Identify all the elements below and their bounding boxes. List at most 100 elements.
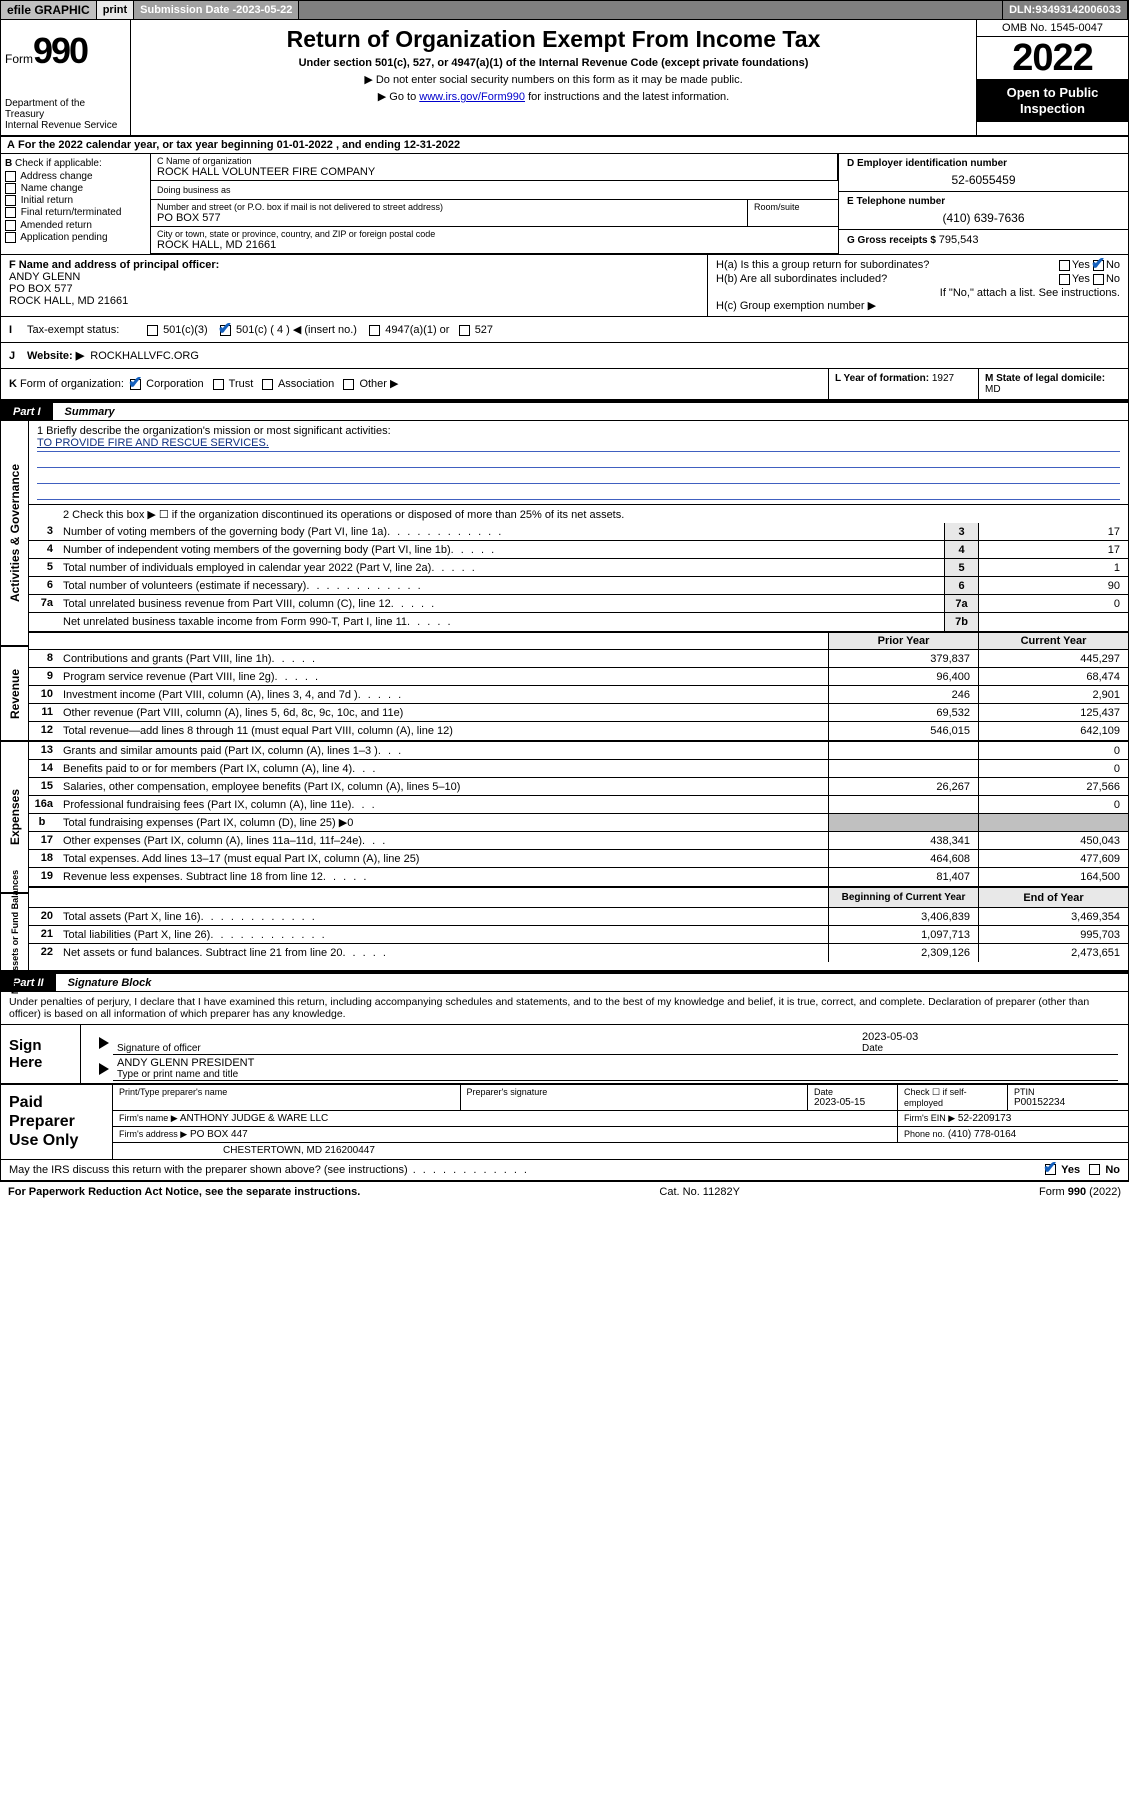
- vlabel-activities: Activities & Governance: [1, 421, 29, 647]
- summary-body: Activities & Governance Revenue Expenses…: [0, 421, 1129, 972]
- line-k-label: Form of organization:: [20, 378, 124, 390]
- part-2-header: Part II Signature Block: [0, 972, 1129, 992]
- chk-initial-return[interactable]: Initial return: [5, 195, 146, 206]
- box-h: H(a) Is this a group return for subordin…: [708, 255, 1128, 316]
- form-subtitle-3: ▶ Go to www.irs.gov/Form990 for instruct…: [141, 90, 966, 103]
- yearline-begin: 01-01-2022: [277, 139, 333, 151]
- chk-4947[interactable]: [369, 325, 380, 336]
- line-j-lead: J: [9, 350, 27, 362]
- website-value: ROCKHALLVFC.ORG: [90, 350, 199, 362]
- h-a-yes-checkbox[interactable]: [1059, 260, 1070, 271]
- gross-receipts-label: G Gross receipts $: [847, 235, 939, 246]
- line-a-tax-year: A For the 2022 calendar year, or tax yea…: [0, 137, 1129, 154]
- yearline-pre: For the 2022 calendar year, or tax year …: [18, 139, 277, 151]
- line-k-lead: K: [9, 378, 17, 390]
- vlabel-revenue: Revenue: [1, 647, 29, 742]
- dln-label: DLN:: [1009, 4, 1035, 16]
- line-m: M State of legal domicile:MD: [979, 369, 1128, 399]
- part-1-header: Part I Summary: [0, 401, 1129, 421]
- row-14: 14Benefits paid to or for members (Part …: [29, 760, 1128, 778]
- print-button[interactable]: print: [97, 1, 134, 19]
- address-value: PO BOX 577: [157, 212, 741, 224]
- col-beginning: Beginning of Current Year: [828, 888, 978, 907]
- signature-arrow-icon: [99, 1037, 109, 1049]
- dln-value: 93493142006033: [1035, 4, 1121, 16]
- row-16a: 16aProfessional fundraising fees (Part I…: [29, 796, 1128, 814]
- org-name-cell: C Name of organization ROCK HALL VOLUNTE…: [151, 154, 838, 180]
- irs-label: Internal Revenue Service: [5, 120, 126, 131]
- h-b-no-checkbox[interactable]: [1093, 274, 1104, 285]
- chk-trust[interactable]: [213, 379, 224, 390]
- box-b: B Check if applicable: Address change Na…: [1, 154, 151, 254]
- row-10: 10Investment income (Part VIII, column (…: [29, 686, 1128, 704]
- header-right: OMB No. 1545-0047 2022 Open to Public In…: [976, 20, 1128, 135]
- mission-block: 1 Briefly describe the organization's mi…: [29, 421, 1128, 505]
- row-7a: 7aTotal unrelated business revenue from …: [29, 595, 1128, 613]
- signature-intro: Under penalties of perjury, I declare th…: [0, 992, 1129, 1025]
- h-a-no-checkbox[interactable]: [1093, 260, 1104, 271]
- form-subtitle-1: Under section 501(c), 527, or 4947(a)(1)…: [141, 57, 966, 69]
- goto-post: for instructions and the latest informat…: [525, 91, 729, 103]
- col-current-year: Current Year: [978, 633, 1128, 649]
- row-5: 5Total number of individuals employed in…: [29, 559, 1128, 577]
- room-suite-label: Room/suite: [754, 202, 800, 212]
- page-footer: For Paperwork Reduction Act Notice, see …: [0, 1182, 1129, 1202]
- line-k-l-m: K Form of organization: Corporation Trus…: [0, 369, 1129, 401]
- row-11: 11Other revenue (Part VIII, column (A), …: [29, 704, 1128, 722]
- goto-pre: ▶ Go to: [378, 91, 419, 103]
- line-k: K Form of organization: Corporation Trus…: [1, 369, 828, 399]
- chk-amended-return[interactable]: Amended return: [5, 220, 146, 231]
- top-bar: efile GRAPHIC print Submission Date - 20…: [0, 0, 1129, 20]
- officer-signature-line[interactable]: Signature of officer: [113, 1031, 858, 1055]
- chk-501c[interactable]: [220, 325, 231, 336]
- signature-date-line: 2023-05-03Date: [858, 1031, 1118, 1055]
- row-19: 19Revenue less expenses. Subtract line 1…: [29, 868, 1128, 886]
- line-j-label: Website: ▶: [27, 350, 84, 362]
- chk-application-pending[interactable]: Application pending: [5, 232, 146, 243]
- chk-other[interactable]: [343, 379, 354, 390]
- line-i-lead: I: [9, 324, 27, 336]
- city-label: City or town, state or province, country…: [157, 229, 832, 239]
- info-right-column: D Employer identification number 52-6055…: [838, 154, 1128, 254]
- officer-city: ROCK HALL, MD 21661: [9, 295, 699, 307]
- irs-link[interactable]: www.irs.gov/Form990: [419, 91, 525, 103]
- chk-501c3[interactable]: [147, 325, 158, 336]
- dln: DLN: 93493142006033: [1003, 1, 1128, 19]
- chk-527[interactable]: [459, 325, 470, 336]
- irs-discuss-question: May the IRS discuss this return with the…: [9, 1164, 529, 1176]
- h-a-label: H(a) Is this a group return for subordin…: [716, 259, 929, 271]
- h-c-label: H(c) Group exemption number ▶: [716, 299, 1120, 312]
- address-cell: Number and street (or P.O. box if mail i…: [151, 200, 748, 226]
- part-1-title: Summary: [53, 406, 115, 418]
- chk-corp[interactable]: [130, 379, 141, 390]
- part-2-title: Signature Block: [56, 977, 152, 989]
- tax-year: 2022: [977, 37, 1128, 79]
- name-arrow-icon: [99, 1063, 109, 1075]
- row-6: 6Total number of volunteers (estimate if…: [29, 577, 1128, 595]
- ein-value: 52-6055459: [847, 169, 1120, 187]
- chk-assoc[interactable]: [262, 379, 273, 390]
- discuss-no-checkbox[interactable]: [1089, 1164, 1100, 1175]
- info-grid: B Check if applicable: Address change Na…: [0, 154, 1129, 255]
- f-h-row: F Name and address of principal officer:…: [0, 255, 1129, 317]
- efile-label: efile GRAPHIC: [1, 1, 97, 19]
- chk-final-return[interactable]: Final return/terminated: [5, 207, 146, 218]
- prep-row-2: Firm's name ▶ ANTHONY JUDGE & WARE LLC F…: [113, 1111, 1128, 1127]
- room-suite-cell: Room/suite: [748, 200, 838, 226]
- prep-row-4: CHESTERTOWN, MD 216200447: [113, 1143, 1128, 1158]
- signature-grid: Sign Here Signature of officer 2023-05-0…: [0, 1025, 1129, 1085]
- line-2-discontinued: 2 Check this box ▶ ☐ if the organization…: [59, 505, 1128, 523]
- chk-address-change[interactable]: Address change: [5, 171, 146, 182]
- row-12: 12Total revenue—add lines 8 through 11 (…: [29, 722, 1128, 740]
- discuss-yes-checkbox[interactable]: [1045, 1164, 1056, 1175]
- h-b-note: If "No," attach a list. See instructions…: [716, 287, 1120, 299]
- chk-name-change[interactable]: Name change: [5, 183, 146, 194]
- form-number: 990: [33, 30, 87, 71]
- mission-label: 1 Briefly describe the organization's mi…: [37, 425, 1120, 437]
- row-13: 13Grants and similar amounts paid (Part …: [29, 742, 1128, 760]
- dba-label: Doing business as: [157, 185, 832, 195]
- yearline-mid: , and ending: [333, 139, 404, 151]
- h-b-yes-checkbox[interactable]: [1059, 274, 1070, 285]
- row-na-headers: Beginning of Current Year End of Year: [29, 888, 1128, 908]
- form-title: Return of Organization Exempt From Incom…: [141, 26, 966, 53]
